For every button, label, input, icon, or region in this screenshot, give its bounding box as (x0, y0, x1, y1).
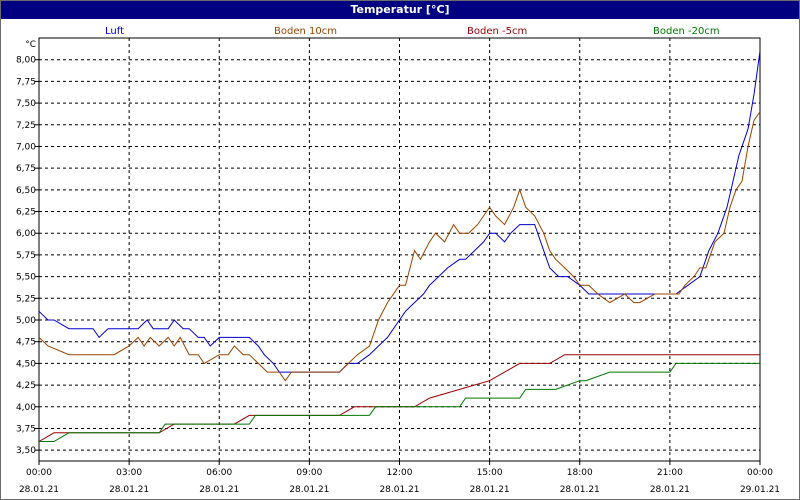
x-tick-time: 06:00 (206, 468, 232, 478)
y-tick-label: 7,00 (16, 142, 36, 152)
y-tick-label: 7,75 (16, 77, 36, 87)
series-line-3 (39, 362, 760, 442)
x-tick-date: 28.01.21 (650, 485, 690, 495)
y-tick-label: 7,50 (16, 99, 36, 109)
y-tick-label: 3,50 (16, 446, 36, 456)
x-tick-date: 28.01.21 (470, 485, 510, 495)
x-tick-date: 29.01.21 (740, 485, 780, 495)
x-tick-date: 28.01.21 (560, 485, 600, 495)
x-tick-time: 00:00 (747, 468, 773, 478)
y-tick-label: 6,50 (16, 186, 36, 196)
x-tick-time: 21:00 (657, 468, 683, 478)
x-tick-time: 12:00 (387, 468, 413, 478)
series-line-0 (38, 50, 761, 373)
y-tick-label: 5,75 (16, 251, 36, 261)
y-tick-label: 4,75 (16, 338, 36, 348)
x-tick-date: 28.01.21 (199, 485, 239, 495)
legend-boden-10cm: Boden 10cm (274, 26, 337, 37)
x-tick-time: 00:00 (26, 468, 52, 478)
y-tick-label: 4,25 (16, 381, 36, 391)
window-title: Temperatur [°C] (1, 1, 799, 19)
x-tick-time: 03:00 (116, 468, 142, 478)
y-tick-label: 5,50 (16, 273, 36, 283)
y-tick-label: 7,25 (16, 121, 36, 131)
y-tick-label: 5,00 (16, 316, 36, 326)
series-line-1 (38, 111, 761, 382)
y-tick-label: 5,25 (16, 294, 36, 304)
y-unit-label: °C (25, 40, 36, 50)
y-tick-label: 4,50 (16, 359, 36, 369)
legend-boden-20cm: Boden -20cm (653, 26, 720, 37)
x-tick-date: 28.01.21 (379, 485, 419, 495)
y-tick-label: 6,75 (16, 164, 36, 174)
legend-boden-5cm: Boden -5cm (467, 26, 528, 37)
plot-frame (38, 37, 761, 462)
y-tick-label: 6,00 (16, 229, 36, 239)
x-tick-time: 15:00 (477, 468, 503, 478)
x-tick-time: 09:00 (296, 468, 322, 478)
y-tick-label: 8,00 (16, 56, 36, 66)
x-tick-date: 28.01.21 (109, 485, 149, 495)
x-tick-date: 28.01.21 (19, 485, 59, 495)
legend-luft: Luft (105, 26, 124, 37)
x-tick-time: 18:00 (567, 468, 593, 478)
y-tick-label: 6,25 (16, 208, 36, 218)
y-tick-label: 4,00 (16, 403, 36, 413)
y-tick-label: 3,75 (16, 424, 36, 434)
x-tick-date: 28.01.21 (289, 485, 329, 495)
